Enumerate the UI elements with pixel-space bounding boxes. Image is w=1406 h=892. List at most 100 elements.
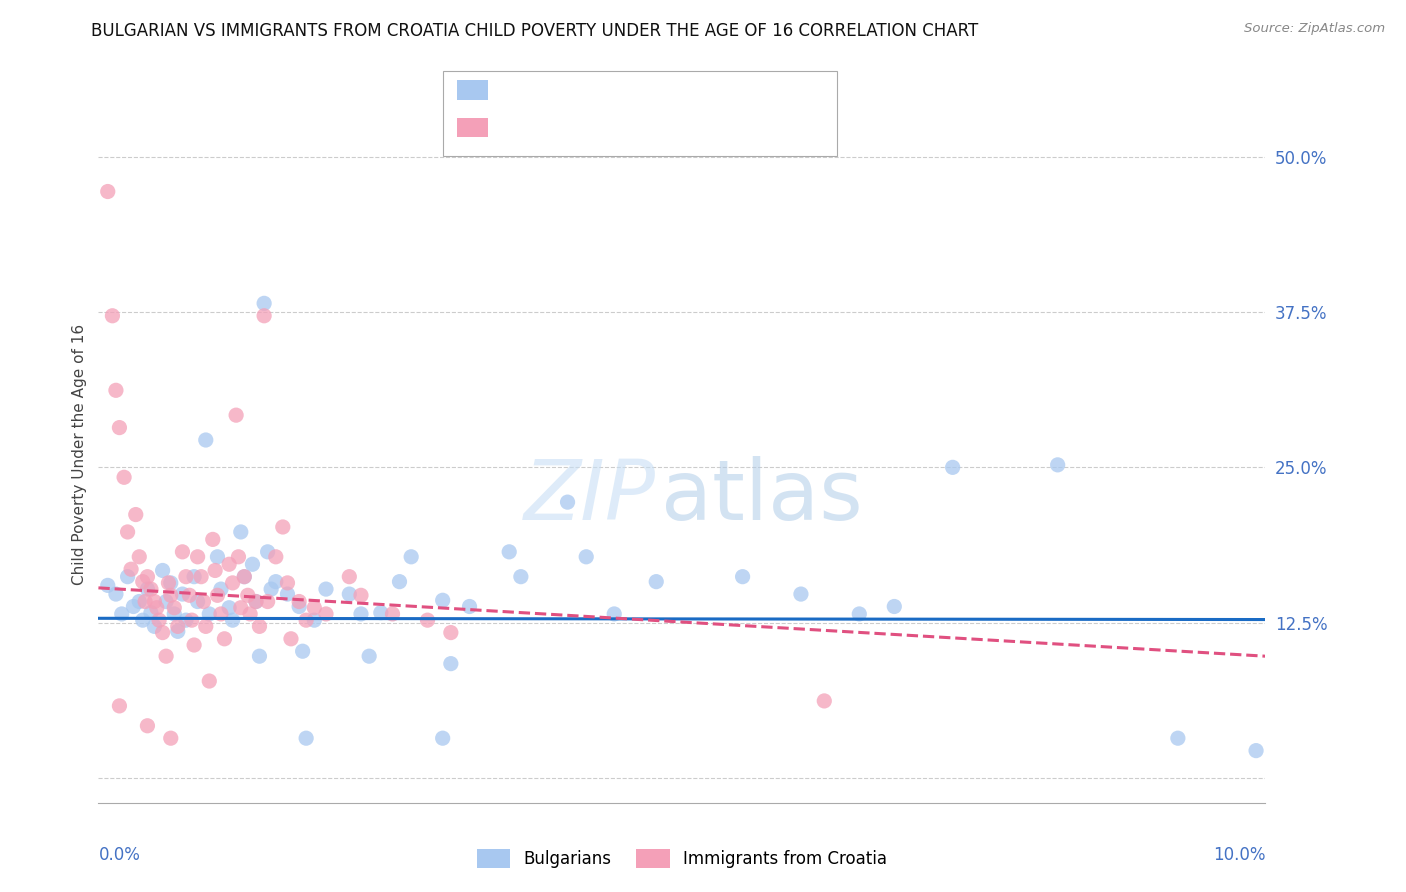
Point bbox=[139, 582, 162, 596]
Text: 10.0%: 10.0% bbox=[1213, 847, 1265, 864]
Point bbox=[152, 564, 174, 578]
Text: 64: 64 bbox=[657, 83, 678, 98]
Point bbox=[288, 594, 311, 608]
Point bbox=[288, 599, 311, 614]
Text: atlas: atlas bbox=[661, 456, 863, 537]
Point bbox=[440, 657, 463, 671]
Point bbox=[229, 600, 252, 615]
Text: -0.066: -0.066 bbox=[536, 120, 591, 136]
Text: Source: ZipAtlas.com: Source: ZipAtlas.com bbox=[1244, 22, 1385, 36]
Point bbox=[134, 594, 156, 608]
Point bbox=[97, 185, 120, 199]
Point bbox=[249, 649, 271, 664]
Point bbox=[731, 570, 754, 584]
Point bbox=[256, 545, 278, 559]
Point bbox=[143, 594, 166, 608]
Point bbox=[233, 570, 256, 584]
Point bbox=[117, 570, 139, 584]
Point bbox=[432, 593, 454, 607]
Point bbox=[148, 613, 170, 627]
Point bbox=[350, 588, 373, 602]
Text: 0.0%: 0.0% bbox=[98, 847, 141, 864]
Point bbox=[291, 644, 314, 658]
Point bbox=[575, 549, 598, 564]
Point bbox=[256, 594, 278, 608]
Point bbox=[159, 588, 181, 602]
Point bbox=[337, 570, 360, 584]
Point bbox=[104, 384, 127, 398]
Point bbox=[152, 625, 174, 640]
Point bbox=[143, 619, 166, 633]
Point bbox=[183, 638, 205, 652]
Point bbox=[848, 607, 870, 621]
Point bbox=[111, 607, 134, 621]
Point bbox=[198, 674, 221, 689]
Legend: Bulgarians, Immigrants from Croatia: Bulgarians, Immigrants from Croatia bbox=[470, 842, 894, 874]
Point bbox=[128, 594, 150, 608]
Text: -0.001: -0.001 bbox=[536, 83, 591, 98]
Text: R =: R = bbox=[499, 83, 533, 98]
Point bbox=[790, 587, 813, 601]
Point bbox=[1244, 744, 1267, 758]
Point bbox=[221, 575, 243, 590]
Point bbox=[221, 613, 243, 627]
Point bbox=[214, 632, 236, 646]
Point bbox=[201, 533, 224, 547]
Point bbox=[304, 613, 326, 627]
Point bbox=[264, 549, 287, 564]
Point bbox=[172, 587, 194, 601]
Point bbox=[315, 607, 337, 621]
Point bbox=[179, 588, 201, 602]
Point bbox=[458, 599, 481, 614]
Point bbox=[315, 582, 337, 596]
Point bbox=[509, 570, 531, 584]
Point bbox=[207, 549, 229, 564]
Point bbox=[193, 594, 215, 608]
Point bbox=[157, 575, 180, 590]
Point bbox=[120, 562, 142, 576]
Point bbox=[125, 508, 148, 522]
Point bbox=[399, 549, 422, 564]
Point bbox=[104, 587, 127, 601]
Point bbox=[242, 558, 264, 572]
Point bbox=[166, 619, 188, 633]
Point bbox=[207, 588, 229, 602]
Point bbox=[108, 420, 131, 434]
Point bbox=[245, 594, 267, 608]
Point bbox=[388, 574, 411, 589]
Point bbox=[370, 606, 392, 620]
Point bbox=[183, 570, 205, 584]
Point bbox=[163, 600, 186, 615]
Point bbox=[180, 613, 202, 627]
Point bbox=[276, 587, 298, 601]
Text: R =: R = bbox=[499, 120, 533, 136]
Point bbox=[883, 599, 905, 614]
Point bbox=[136, 582, 159, 596]
Point bbox=[381, 607, 404, 621]
Point bbox=[253, 309, 276, 323]
Point bbox=[440, 625, 463, 640]
Point bbox=[209, 607, 232, 621]
Point bbox=[264, 574, 287, 589]
Point bbox=[337, 587, 360, 601]
Point bbox=[416, 613, 439, 627]
Point bbox=[159, 731, 181, 746]
Point bbox=[280, 632, 302, 646]
Point bbox=[155, 649, 177, 664]
Point bbox=[190, 570, 212, 584]
Point bbox=[304, 600, 326, 615]
Point bbox=[229, 524, 252, 539]
Point bbox=[108, 698, 131, 713]
Point bbox=[132, 613, 155, 627]
Point bbox=[245, 594, 267, 608]
Text: N =: N = bbox=[605, 120, 648, 136]
Point bbox=[187, 549, 209, 564]
Point bbox=[187, 594, 209, 608]
Point bbox=[174, 613, 197, 627]
Point bbox=[166, 624, 188, 639]
Point bbox=[942, 460, 965, 475]
Point bbox=[112, 470, 135, 484]
Point bbox=[557, 495, 579, 509]
Point bbox=[128, 549, 150, 564]
Point bbox=[228, 549, 250, 564]
